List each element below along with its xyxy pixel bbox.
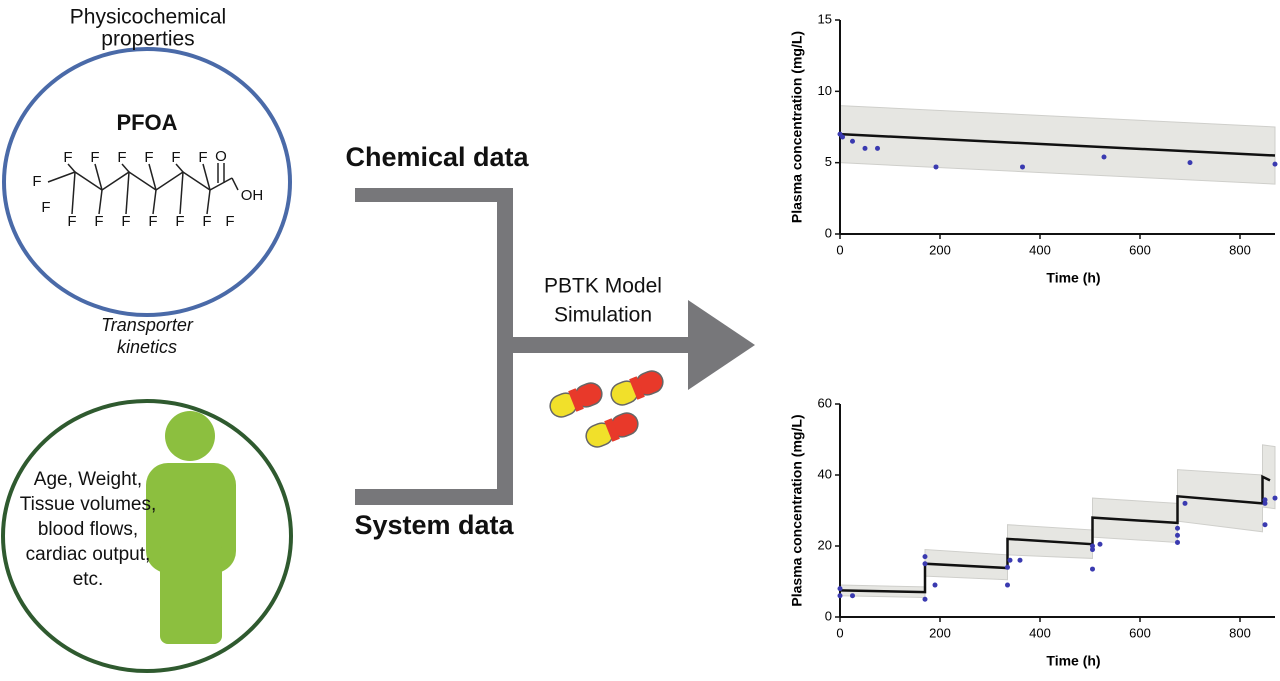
observed-point	[922, 554, 928, 560]
x-tick-label: 600	[1129, 625, 1151, 640]
y-tick-label: 15	[818, 11, 832, 26]
observed-point	[1272, 161, 1278, 167]
y-tick-label: 60	[818, 395, 832, 410]
observed-point	[1005, 582, 1010, 588]
system-data-label: System data	[354, 510, 514, 540]
observed-point	[1101, 154, 1107, 160]
system-text: cardiac output,	[26, 544, 151, 565]
x-tick-label: 600	[1129, 242, 1151, 257]
model-label: PBTK Model	[544, 275, 662, 298]
observed-point	[850, 593, 855, 599]
x-tick-label: 200	[929, 242, 951, 257]
atom-label: F	[32, 173, 41, 190]
compound-name: PFOA	[116, 110, 177, 135]
observed-point	[1097, 541, 1103, 547]
observed-point	[922, 596, 928, 602]
x-tick-label: 800	[1229, 625, 1251, 640]
x-tick-label: 400	[1029, 625, 1051, 640]
atom-label: F	[225, 213, 234, 230]
flow-arrow	[355, 188, 755, 505]
observed-point	[1090, 543, 1095, 549]
observed-point	[875, 145, 880, 151]
observed-point	[1007, 557, 1013, 563]
atom-label: F	[198, 149, 207, 166]
atom-label: F	[90, 149, 99, 166]
confidence-band	[839, 444, 1276, 598]
x-axis-title: Time (h)	[1046, 653, 1100, 669]
system-text: Age, Weight,	[34, 469, 142, 490]
atom-label: F	[202, 213, 211, 230]
atom-label: F	[148, 213, 157, 230]
atom-label: F	[63, 149, 72, 166]
observed-point	[837, 593, 843, 599]
x-tick-label: 0	[836, 242, 843, 257]
atom-label: F	[41, 199, 50, 216]
mean-line	[839, 132, 1276, 157]
molecule-bonds	[67, 163, 239, 215]
chemical-data-label: Chemical data	[345, 142, 529, 172]
observed-point	[837, 586, 843, 592]
observed-point	[1090, 547, 1095, 553]
chart: 0 5 10 15 0 200 400 600 800 Time (h) Plasma concen…	[789, 11, 1278, 286]
atom-label: F	[171, 149, 180, 166]
atom-label: F	[94, 213, 103, 230]
model-label: Simulation	[554, 304, 652, 327]
physchem-label: properties	[101, 28, 194, 51]
x-tick-label: 800	[1229, 242, 1251, 257]
y-tick-label: 10	[818, 83, 832, 98]
observed-point	[1175, 525, 1180, 531]
x-axis-title: Time (h)	[1046, 270, 1100, 286]
observed-point	[1182, 500, 1188, 506]
compound-circle	[2, 47, 292, 317]
y-tick-label: 40	[818, 466, 832, 481]
system-text: blood flows,	[38, 519, 138, 540]
observed-point	[1262, 500, 1268, 506]
y-axis-title: Plasma concentration (mg/L)	[789, 31, 805, 223]
observed-point	[850, 138, 855, 144]
y-tick-label: 5	[825, 154, 832, 169]
observed-point	[1175, 532, 1180, 538]
system-text: etc.	[73, 569, 104, 590]
observed-point	[1262, 522, 1268, 528]
observed-point	[932, 582, 938, 588]
x-tick-label: 200	[929, 625, 951, 640]
molecule-skeleton	[47, 171, 233, 191]
atom-label: OH	[241, 187, 264, 204]
observed-point	[862, 145, 868, 151]
observed-point	[1272, 495, 1278, 501]
pills	[549, 370, 664, 448]
x-tick-label: 400	[1029, 242, 1051, 257]
physchem-label: Physicochemical	[70, 6, 226, 29]
observed-point	[1187, 160, 1193, 166]
observed-point	[933, 164, 939, 170]
observed-point	[1005, 564, 1010, 570]
y-tick-label: 20	[818, 537, 832, 552]
mean-line	[839, 474, 1271, 594]
atom-label: F	[144, 149, 153, 166]
y-tick-label: 0	[825, 608, 832, 623]
atom-label: F	[117, 149, 126, 166]
system-circle	[1, 399, 293, 673]
y-axis-title: Plasma concentration (mg/L)	[789, 414, 805, 606]
observed-point	[1020, 164, 1025, 170]
atom-label: F	[121, 213, 130, 230]
human-figure	[146, 411, 236, 644]
x-tick-label: 0	[836, 625, 843, 640]
system-text: Tissue volumes,	[20, 494, 157, 515]
observed-point	[1175, 539, 1180, 545]
observed-point	[1017, 557, 1023, 563]
observed-point	[1262, 497, 1268, 503]
y-tick-label: 0	[825, 225, 832, 240]
transporter-label: kinetics	[117, 337, 177, 357]
observed-point	[922, 561, 928, 567]
atom-label: O	[215, 148, 227, 165]
transporter-label: Transporter	[101, 315, 194, 335]
observed-point	[840, 134, 845, 140]
atom-label: F	[67, 213, 76, 230]
observed-point	[1090, 566, 1095, 572]
atom-label: F	[175, 213, 184, 230]
